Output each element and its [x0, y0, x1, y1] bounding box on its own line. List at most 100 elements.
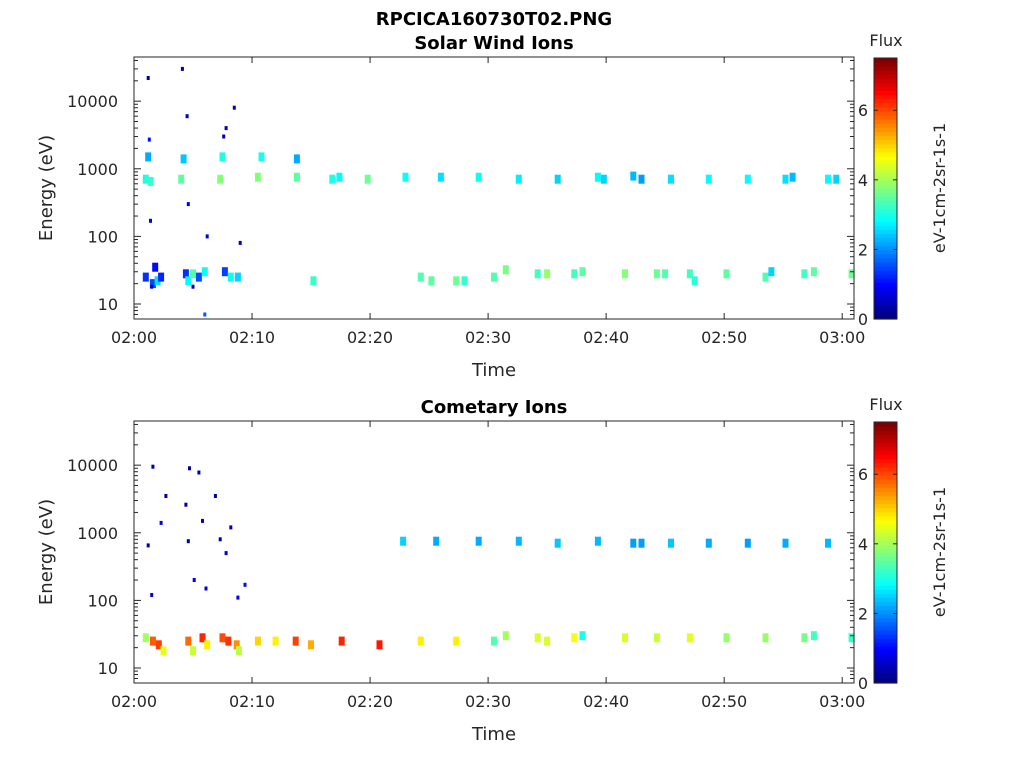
- heatmap-cell: [149, 636, 156, 646]
- colorbar-band: [874, 155, 897, 161]
- heatmap-cell: [594, 172, 601, 182]
- colorbar-band: [874, 601, 897, 607]
- colorbar-band: [874, 147, 897, 153]
- heatmap-cell: [622, 269, 628, 279]
- colorbar-band: [874, 151, 897, 157]
- colorbar-band: [874, 221, 897, 226]
- panel-title: Solar Wind Ions: [414, 33, 573, 54]
- heatmap-cell: [554, 174, 561, 184]
- x-tick-label: 02:40: [583, 692, 629, 711]
- colorbar-band: [874, 314, 897, 320]
- x-tick-label: 02:50: [701, 328, 747, 347]
- heatmap-cell: [428, 276, 435, 286]
- colorbar-title: Flux: [869, 31, 902, 50]
- heatmap-cell: [544, 636, 551, 646]
- y-tick-label: 10000: [67, 456, 118, 475]
- heatmap-cell: [662, 269, 669, 279]
- colorbar-band: [874, 106, 897, 112]
- colorbar-band: [874, 58, 897, 63]
- x-tick-label: 02:40: [583, 328, 629, 347]
- colorbar-band: [874, 589, 897, 594]
- heatmap-cell: [475, 536, 482, 546]
- y-tick-label: 10000: [67, 92, 118, 111]
- colorbar-band: [874, 434, 897, 439]
- heatmap-cell: [178, 174, 185, 184]
- colorbar-band: [874, 159, 897, 165]
- colorbar-band: [874, 507, 897, 513]
- colorbar-band: [874, 544, 897, 550]
- colorbar-band: [874, 102, 897, 108]
- heatmap-cell: [571, 633, 578, 643]
- heatmap-cell: [151, 464, 155, 469]
- heatmap-cell: [238, 240, 242, 245]
- colorbar-band: [874, 274, 897, 279]
- colorbar-band: [874, 86, 897, 92]
- heatmap-cell: [364, 174, 371, 184]
- heatmap-cell: [376, 640, 383, 650]
- colorbar-title: Flux: [869, 395, 902, 414]
- heatmap-cell: [554, 538, 561, 548]
- panel-solar-wind: Solar Wind Ions 02:00 02:10 02:20 02:30 02:4…: [36, 31, 949, 381]
- heatmap-cell: [723, 633, 730, 643]
- colorbar-tick-label: 2: [858, 604, 868, 623]
- heatmap-cell: [475, 172, 482, 182]
- heatmap-cell: [336, 172, 343, 182]
- panel-cometary: Cometary Ions 02:00 02:10 02:20 02:30 02:40 0…: [36, 395, 949, 745]
- heatmap-cell: [686, 269, 693, 279]
- heatmap-cell: [293, 172, 300, 182]
- colorbar-band: [874, 168, 897, 173]
- heatmap-cell: [768, 267, 775, 277]
- plot-frame: [133, 420, 855, 684]
- heatmap-cell: [204, 640, 211, 650]
- colorbar-band: [874, 564, 897, 570]
- colorbar-band: [874, 70, 897, 75]
- colorbar-band: [874, 613, 897, 619]
- heatmap-cell: [594, 536, 601, 546]
- y-axis-label: Energy (eV): [36, 499, 57, 605]
- heatmap-cell: [668, 538, 674, 548]
- colorbar-band: [874, 253, 897, 259]
- heatmap-cell: [544, 269, 551, 279]
- heatmap-cell: [142, 272, 149, 282]
- heatmap-cell: [534, 269, 541, 279]
- heatmap-cell: [515, 536, 522, 546]
- colorbar-band: [874, 450, 897, 456]
- x-axis-label: Time: [471, 724, 516, 745]
- heatmap-cell: [705, 538, 712, 548]
- colorbar-band: [874, 229, 897, 234]
- heatmap-cell: [195, 272, 202, 282]
- colorbar-tick-label: 0: [858, 674, 868, 693]
- x-tick-label: 02:10: [229, 328, 275, 347]
- colorbar-band: [874, 654, 897, 660]
- colorbar-band: [874, 593, 897, 598]
- colorbar-band: [874, 646, 897, 651]
- colorbar-band: [874, 192, 897, 198]
- heatmap-cell: [338, 636, 345, 646]
- heatmap-cell: [705, 174, 712, 184]
- colorbar-band: [874, 658, 897, 664]
- colorbar-band: [874, 662, 897, 668]
- colorbar-band: [874, 540, 897, 545]
- y-tick-label: 100: [87, 227, 118, 246]
- colorbar-band: [874, 123, 897, 128]
- heatmap-cell: [180, 154, 187, 164]
- heatmap-cell: [789, 172, 796, 182]
- heatmap-cell: [213, 494, 217, 498]
- colorbar-tick-label: 0: [858, 310, 868, 329]
- heatmap-cell: [225, 636, 232, 646]
- heatmap-cell: [152, 262, 159, 272]
- heatmap-cell: [825, 538, 831, 548]
- x-tick-label: 02:20: [347, 692, 393, 711]
- heatmap-cell: [149, 279, 156, 289]
- heatmap-cell: [782, 174, 789, 184]
- heatmap-cell: [227, 272, 234, 282]
- heatmap-cell: [146, 543, 150, 548]
- y-ticks: 10 100 1000 10000: [67, 59, 854, 320]
- colorbar-band: [874, 180, 897, 186]
- colorbar-band: [874, 310, 897, 316]
- colorbar-band: [874, 499, 897, 505]
- colorbar-band: [874, 642, 897, 647]
- colorbar-band: [874, 454, 897, 460]
- heatmap-cell: [191, 284, 195, 289]
- y-tick-label: 100: [87, 591, 118, 610]
